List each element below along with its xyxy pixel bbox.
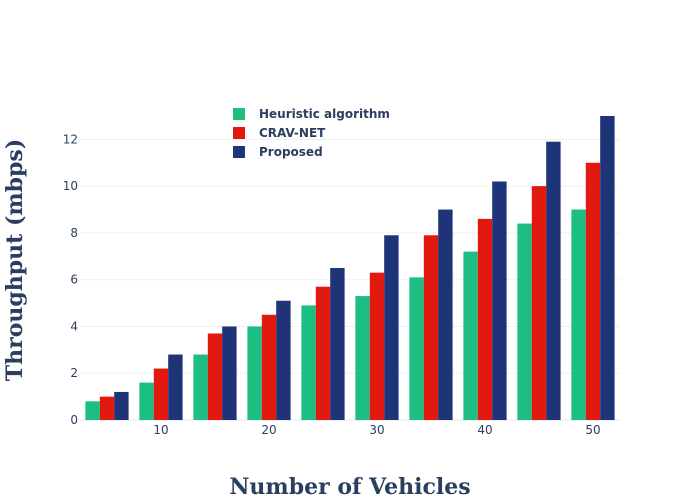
bar-proposed xyxy=(384,235,399,420)
bar-crav-net xyxy=(153,368,169,420)
bar-proposed xyxy=(222,326,237,420)
bars xyxy=(85,116,615,420)
bar-crav-net xyxy=(99,396,115,420)
bar-proposed xyxy=(114,391,129,420)
bar-heuristic-algorithm xyxy=(247,326,262,420)
x-tick-label: 30 xyxy=(369,423,384,437)
bar-crav-net xyxy=(369,272,385,420)
x-tick-label: 10 xyxy=(153,423,168,437)
y-tick-label: 0 xyxy=(70,413,78,427)
bar-crav-net xyxy=(261,314,277,420)
bar-heuristic-algorithm xyxy=(409,277,424,420)
bar-heuristic-algorithm xyxy=(139,382,154,420)
y-tick-label: 2 xyxy=(70,366,78,380)
y-axis-title: Throughput (mbps) xyxy=(2,139,28,381)
bar-crav-net xyxy=(585,162,601,420)
legend-item[interactable]: Heuristic algorithm xyxy=(233,107,390,121)
legend-swatch xyxy=(233,108,245,120)
bar-crav-net xyxy=(531,186,547,420)
legend[interactable]: Heuristic algorithm CRAV-NET Proposed xyxy=(233,107,390,159)
legend-label: Heuristic algorithm xyxy=(259,107,390,121)
bar-heuristic-algorithm xyxy=(301,305,316,420)
bar-proposed xyxy=(330,268,345,420)
x-tick-label: 40 xyxy=(477,423,492,437)
legend-label: CRAV-NET xyxy=(259,126,326,140)
legend-item[interactable]: Proposed xyxy=(233,145,323,159)
y-tick-label: 10 xyxy=(63,179,78,193)
x-tick-labels: 10 20 30 40 50 xyxy=(153,423,600,437)
legend-item[interactable]: CRAV-NET xyxy=(233,126,326,140)
x-axis-title: Number of Vehicles xyxy=(229,474,470,500)
x-tick-label: 20 xyxy=(261,423,276,437)
bar-crav-net xyxy=(207,333,223,420)
bar-crav-net xyxy=(477,218,493,420)
y-tick-label: 12 xyxy=(63,132,78,146)
bar-proposed xyxy=(600,116,615,420)
bar-heuristic-algorithm xyxy=(517,223,532,420)
bar-heuristic-algorithm xyxy=(355,296,370,420)
bar-proposed xyxy=(168,354,183,420)
bar-proposed xyxy=(546,141,561,420)
legend-label: Proposed xyxy=(259,145,323,159)
bar-heuristic-algorithm xyxy=(193,354,208,420)
x-tick-label: 50 xyxy=(585,423,600,437)
legend-swatch xyxy=(233,146,245,158)
bar-heuristic-algorithm xyxy=(463,251,478,420)
bar-heuristic-algorithm xyxy=(85,401,100,420)
y-tick-labels: 0 2 4 6 8 10 12 xyxy=(63,132,78,427)
bar-heuristic-algorithm xyxy=(571,209,586,420)
bar-crav-net xyxy=(423,235,439,420)
bar-crav-net xyxy=(315,286,331,420)
bar-proposed xyxy=(276,300,291,420)
legend-swatch xyxy=(233,127,245,139)
bar-proposed xyxy=(492,181,507,420)
y-tick-label: 4 xyxy=(70,319,78,333)
y-tick-label: 8 xyxy=(70,226,78,240)
bar-proposed xyxy=(438,209,453,420)
y-tick-label: 6 xyxy=(70,273,78,287)
